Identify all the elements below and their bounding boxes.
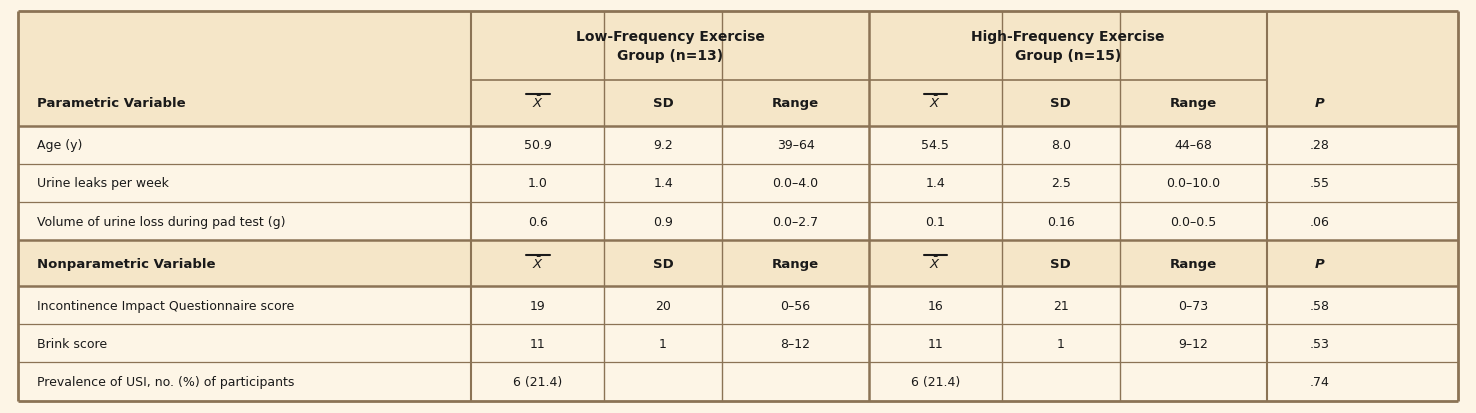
Text: P: P — [1315, 97, 1324, 110]
Bar — [18, 126, 1458, 164]
Text: Parametric Variable: Parametric Variable — [37, 97, 186, 110]
Text: .74: .74 — [1309, 375, 1330, 388]
Text: 19: 19 — [530, 299, 546, 312]
Text: 0.6: 0.6 — [528, 215, 548, 228]
Text: 21: 21 — [1052, 299, 1069, 312]
Text: 1: 1 — [1057, 337, 1064, 350]
Text: Range: Range — [1169, 257, 1216, 270]
Text: 6 (21.4): 6 (21.4) — [514, 375, 562, 388]
Text: 11: 11 — [530, 337, 546, 350]
Text: Prevalence of USI, no. (%) of participants: Prevalence of USI, no. (%) of participan… — [37, 375, 294, 388]
Text: $\bar{X}$: $\bar{X}$ — [930, 256, 942, 271]
Text: 0.0–2.7: 0.0–2.7 — [772, 215, 819, 228]
Text: 39–64: 39–64 — [776, 139, 815, 152]
Text: 9–12: 9–12 — [1178, 337, 1209, 350]
Bar — [18, 202, 1458, 240]
Text: SD: SD — [1051, 257, 1072, 270]
Text: 9.2: 9.2 — [654, 139, 673, 152]
Text: 20: 20 — [655, 299, 672, 312]
Text: SD: SD — [1051, 97, 1072, 110]
Bar — [18, 240, 1458, 287]
Bar — [869, 12, 1266, 81]
Bar — [18, 287, 1458, 325]
Text: 0.0–10.0: 0.0–10.0 — [1166, 177, 1221, 190]
Text: .55: .55 — [1309, 177, 1330, 190]
Text: Nonparametric Variable: Nonparametric Variable — [37, 257, 215, 270]
Text: 11: 11 — [927, 337, 943, 350]
Text: $\bar{X}$: $\bar{X}$ — [531, 256, 543, 271]
Text: 2.5: 2.5 — [1051, 177, 1070, 190]
Text: Volume of urine loss during pad test (g): Volume of urine loss during pad test (g) — [37, 215, 285, 228]
Text: 8.0: 8.0 — [1051, 139, 1070, 152]
Text: 0.1: 0.1 — [925, 215, 945, 228]
Text: Urine leaks per week: Urine leaks per week — [37, 177, 168, 190]
Text: 0–56: 0–56 — [781, 299, 810, 312]
Bar — [18, 363, 1458, 401]
Text: High-Frequency Exercise
Group (n=15): High-Frequency Exercise Group (n=15) — [971, 30, 1165, 63]
Text: $\bar{X}$: $\bar{X}$ — [531, 96, 543, 111]
Text: 1.4: 1.4 — [654, 177, 673, 190]
Text: .58: .58 — [1309, 299, 1330, 312]
Text: 1.0: 1.0 — [528, 177, 548, 190]
Text: 54.5: 54.5 — [921, 139, 949, 152]
Text: Range: Range — [772, 97, 819, 110]
Text: 0.16: 0.16 — [1046, 215, 1075, 228]
Text: 8–12: 8–12 — [781, 337, 810, 350]
Text: 0.0–4.0: 0.0–4.0 — [772, 177, 819, 190]
Text: $\bar{X}$: $\bar{X}$ — [930, 96, 942, 111]
Text: Age (y): Age (y) — [37, 139, 83, 152]
Bar — [471, 12, 869, 81]
Bar — [18, 12, 1458, 81]
Text: .53: .53 — [1309, 337, 1330, 350]
Text: Low-Frequency Exercise
Group (n=13): Low-Frequency Exercise Group (n=13) — [576, 30, 765, 63]
Text: P: P — [1315, 257, 1324, 270]
Text: 16: 16 — [927, 299, 943, 312]
Text: Range: Range — [772, 257, 819, 270]
Text: 44–68: 44–68 — [1175, 139, 1212, 152]
Text: 1: 1 — [660, 337, 667, 350]
Bar — [18, 81, 1458, 126]
Text: Incontinence Impact Questionnaire score: Incontinence Impact Questionnaire score — [37, 299, 294, 312]
Text: 0.9: 0.9 — [654, 215, 673, 228]
Bar — [18, 325, 1458, 363]
Text: .06: .06 — [1309, 215, 1330, 228]
Text: SD: SD — [652, 257, 673, 270]
Bar — [18, 164, 1458, 202]
Text: SD: SD — [652, 97, 673, 110]
Text: 50.9: 50.9 — [524, 139, 552, 152]
Text: 0–73: 0–73 — [1178, 299, 1209, 312]
Text: 6 (21.4): 6 (21.4) — [911, 375, 959, 388]
Text: 1.4: 1.4 — [925, 177, 945, 190]
Text: Brink score: Brink score — [37, 337, 108, 350]
Text: 0.0–0.5: 0.0–0.5 — [1170, 215, 1216, 228]
Text: .28: .28 — [1309, 139, 1330, 152]
Text: Range: Range — [1169, 97, 1216, 110]
